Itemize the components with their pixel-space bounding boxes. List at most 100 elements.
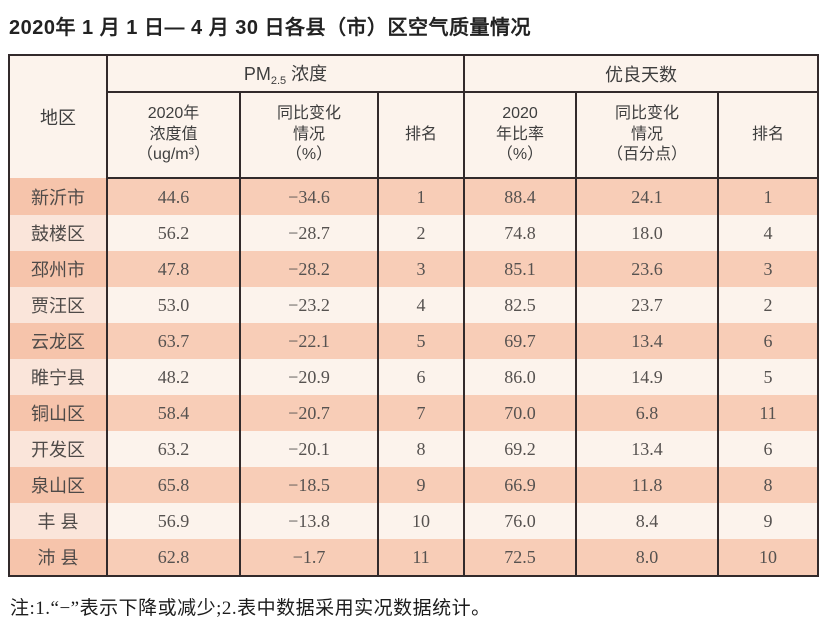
good-days-change-cell: 23.7 xyxy=(575,287,718,323)
pm25-change-cell: −20.9 xyxy=(239,359,378,395)
good-days-ratio-cell: 72.5 xyxy=(463,539,576,576)
good-days-ratio-cell: 74.8 xyxy=(463,215,576,251)
good-days-change-cell: 14.9 xyxy=(575,359,718,395)
region-cell: 睢宁县 xyxy=(9,359,107,395)
region-cell: 丰 县 xyxy=(9,503,107,539)
good-days-rank-cell: 4 xyxy=(716,215,819,251)
good-days-change-header: 同比变化 情况 （百分点） xyxy=(575,92,718,179)
good-days-rank-cell: 2 xyxy=(716,287,819,323)
good-days-rank-cell: 6 xyxy=(716,431,819,467)
good-days-rank-cell: 5 xyxy=(716,359,819,395)
good-days-ratio-cell: 69.7 xyxy=(463,323,576,359)
table-row: 鼓楼区 56.2 −28.7 2 74.8 18.0 4 xyxy=(9,215,819,251)
pm25-change-cell: −34.6 xyxy=(239,178,378,215)
table-row: 贾汪区 53.0 −23.2 4 82.5 23.7 2 xyxy=(9,287,819,323)
region-cell: 鼓楼区 xyxy=(9,215,107,251)
good-days-rank-cell: 9 xyxy=(716,503,819,539)
good-days-ratio-cell: 88.4 xyxy=(463,178,576,215)
table-row: 开发区 63.2 −20.1 8 69.2 13.4 6 xyxy=(9,431,819,467)
group-header-row: 地区 PM2.5 浓度 优良天数 xyxy=(9,55,819,178)
table-header: 地区 PM2.5 浓度 优良天数 2020年 浓度值 （ug/m³） 同比变化 … xyxy=(9,55,819,179)
pm25-rank-cell: 2 xyxy=(377,215,464,251)
good-days-rank-header: 排名 xyxy=(716,92,819,179)
pm25-value-cell: 44.6 xyxy=(106,178,240,215)
pm25-rank-cell: 6 xyxy=(377,359,464,395)
pm25-rank-cell: 8 xyxy=(377,431,464,467)
good-days-change-cell: 8.0 xyxy=(575,539,718,576)
pm25-change-cell: −28.2 xyxy=(239,251,378,287)
pm25-value-cell: 56.2 xyxy=(106,215,240,251)
pm25-rank-cell: 9 xyxy=(377,467,464,503)
good-days-ratio-cell: 85.1 xyxy=(463,251,576,287)
pm25-change-cell: −28.7 xyxy=(239,215,378,251)
pm25-change-cell: −18.5 xyxy=(239,467,378,503)
good-days-change-cell: 18.0 xyxy=(575,215,718,251)
table-row: 丰 县 56.9 −13.8 10 76.0 8.4 9 xyxy=(9,503,819,539)
region-cell: 铜山区 xyxy=(9,395,107,431)
pm25-change-cell: −20.1 xyxy=(239,431,378,467)
region-cell: 泉山区 xyxy=(9,467,107,503)
pm25-value-cell: 56.9 xyxy=(106,503,240,539)
good-days-rank-cell: 10 xyxy=(716,539,819,576)
pm25-rank-header: 排名 xyxy=(377,92,464,179)
good-days-change-cell: 6.8 xyxy=(575,395,718,431)
pm25-value-cell: 63.7 xyxy=(106,323,240,359)
good-days-ratio-cell: 82.5 xyxy=(463,287,576,323)
table-row: 邳州市 47.8 −28.2 3 85.1 23.6 3 xyxy=(9,251,819,287)
pm25-rank-cell: 3 xyxy=(377,251,464,287)
pm25-value-cell: 58.4 xyxy=(106,395,240,431)
pm25-change-cell: −23.2 xyxy=(239,287,378,323)
good-days-rank-cell: 11 xyxy=(716,395,819,431)
table-row: 铜山区 58.4 −20.7 7 70.0 6.8 11 xyxy=(9,395,819,431)
region-cell: 贾汪区 xyxy=(9,287,107,323)
pm25-value-cell: 53.0 xyxy=(106,287,240,323)
pm25-rank-cell: 5 xyxy=(377,323,464,359)
pm25-change-cell: −13.8 xyxy=(239,503,378,539)
region-cell: 沛 县 xyxy=(9,539,107,576)
pm25-value-cell: 63.2 xyxy=(106,431,240,467)
good-days-rank-cell: 8 xyxy=(716,467,819,503)
table-row: 新沂市 44.6 −34.6 1 88.4 24.1 1 xyxy=(9,178,819,215)
pm25-value-cell: 62.8 xyxy=(106,539,240,576)
good-days-change-cell: 11.8 xyxy=(575,467,718,503)
pm25-change-header: 同比变化 情况 （%） xyxy=(239,92,378,179)
good-days-rank-cell: 6 xyxy=(716,323,819,359)
footnote: 注:1.“−”表示下降或减少;2.表中数据采用实况数据统计。 xyxy=(10,598,491,619)
region-cell: 邳州市 xyxy=(9,251,107,287)
pm25-rank-cell: 10 xyxy=(377,503,464,539)
table-row: 沛 县 62.8 −1.7 11 72.5 8.0 10 xyxy=(9,539,819,576)
table-row: 泉山区 65.8 −18.5 9 66.9 11.8 8 xyxy=(9,467,819,503)
pm25-value-cell: 65.8 xyxy=(106,467,240,503)
good-days-change-cell: 13.4 xyxy=(575,323,718,359)
table-row: 云龙区 63.7 −22.1 5 69.7 13.4 6 xyxy=(9,323,819,359)
region-column-header: 地区 xyxy=(9,55,107,178)
good-days-change-cell: 23.6 xyxy=(575,251,718,287)
pm25-change-cell: −22.1 xyxy=(239,323,378,359)
region-cell: 开发区 xyxy=(9,431,107,467)
air-quality-table: 地区 PM2.5 浓度 优良天数 2020年 浓度值 （ug/m³） 同比变化 … xyxy=(8,54,820,577)
pm25-change-cell: −20.7 xyxy=(239,395,378,431)
pm25-value-header: 2020年 浓度值 （ug/m³） xyxy=(106,92,240,179)
pm25-value-cell: 47.8 xyxy=(106,251,240,287)
good-days-change-cell: 24.1 xyxy=(575,178,718,215)
pm25-label-prefix: PM xyxy=(243,64,271,84)
good-days-ratio-cell: 70.0 xyxy=(463,395,576,431)
pm25-value-cell: 48.2 xyxy=(106,359,240,395)
pm25-group-header: PM2.5 浓度 xyxy=(106,55,464,93)
pm25-label-suffix: 浓度 xyxy=(286,64,328,84)
pm25-change-cell: −1.7 xyxy=(239,539,378,576)
good-days-change-cell: 13.4 xyxy=(575,431,718,467)
good-days-change-cell: 8.4 xyxy=(575,503,718,539)
good-days-ratio-cell: 76.0 xyxy=(463,503,576,539)
good-days-rank-cell: 1 xyxy=(716,178,819,215)
good-days-rank-cell: 3 xyxy=(716,251,819,287)
good-days-ratio-header: 2020 年比率 （%） xyxy=(463,92,576,179)
good-days-ratio-cell: 69.2 xyxy=(463,431,576,467)
pm25-rank-cell: 4 xyxy=(377,287,464,323)
table-body: 新沂市 44.6 −34.6 1 88.4 24.1 1 鼓楼区 56.2 −2… xyxy=(9,178,819,576)
table-row: 睢宁县 48.2 −20.9 6 86.0 14.9 5 xyxy=(9,359,819,395)
pm25-rank-cell: 11 xyxy=(377,539,464,576)
pm25-label-subscript: 2.5 xyxy=(270,75,287,87)
good-days-group-header: 优良天数 xyxy=(462,55,819,93)
good-days-ratio-cell: 86.0 xyxy=(463,359,576,395)
